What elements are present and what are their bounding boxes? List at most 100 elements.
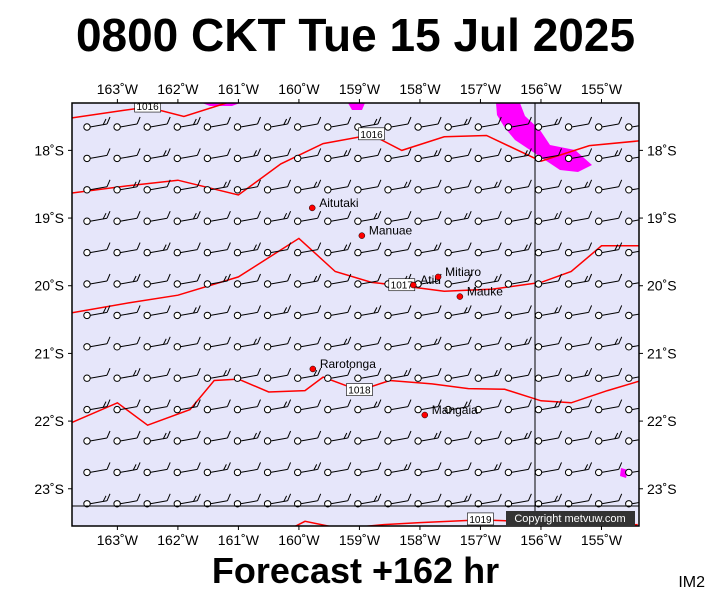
wind-barb <box>263 242 292 257</box>
wind-barb <box>143 462 171 477</box>
wind-barb <box>474 273 502 288</box>
wind-barb <box>354 242 382 257</box>
x-tick-label: 157˚W <box>460 532 502 548</box>
wind-barb <box>414 242 442 257</box>
x-tick-label: 158˚W <box>399 532 441 548</box>
wind-barb <box>595 242 623 257</box>
wind-barb <box>384 179 412 194</box>
wind-barb <box>143 242 171 257</box>
isobar-label: 1018 <box>348 386 371 397</box>
wind-barb <box>474 430 502 445</box>
island-label: Mitiaro <box>445 265 481 279</box>
wind-barb <box>203 399 231 414</box>
image-code-label: IM2 <box>678 574 705 591</box>
wind-barb <box>625 374 639 382</box>
wind-barb <box>203 368 231 382</box>
x-tick-label: 156˚W <box>520 81 562 97</box>
wind-barb <box>595 211 623 225</box>
wind-barb <box>113 368 141 382</box>
wind-barb <box>83 368 111 382</box>
wind-barb <box>564 430 593 445</box>
wind-barb <box>625 343 639 351</box>
wind-barb <box>595 116 623 131</box>
wind-barb <box>504 430 532 445</box>
wind-barb <box>113 336 141 351</box>
wind-barb <box>263 336 292 351</box>
x-tick-label: 159˚W <box>339 532 381 548</box>
wind-barb <box>324 179 352 194</box>
wind-barb <box>83 242 111 257</box>
wind-barb <box>504 305 532 320</box>
wind-barb <box>444 336 472 351</box>
wind-barb <box>354 179 382 194</box>
precipitation-area <box>348 103 365 110</box>
wind-barb <box>595 368 623 382</box>
isobar-label-box <box>358 127 385 141</box>
x-tick-label: 160˚W <box>278 81 320 97</box>
wind-barb <box>83 305 111 320</box>
wind-barb <box>294 430 322 445</box>
y-tick-label: 22˚S <box>647 413 677 429</box>
wind-barb <box>474 462 502 477</box>
wind-barb <box>384 336 412 351</box>
wind-barb <box>263 305 292 320</box>
wind-barb <box>203 462 231 477</box>
y-tick-label: 20˚S <box>34 278 64 294</box>
wind-barb <box>294 305 322 320</box>
wind-barb <box>354 336 382 351</box>
wind-barb <box>474 242 502 257</box>
wind-barb <box>83 179 111 194</box>
wind-barb <box>294 179 322 194</box>
wind-barb <box>203 116 231 131</box>
island-marker <box>456 293 464 300</box>
wind-barb <box>625 468 639 477</box>
wind-barb <box>83 116 111 131</box>
wind-barb <box>143 493 171 508</box>
wind-barb <box>625 405 639 414</box>
wind-barb <box>143 148 171 163</box>
wind-barb <box>354 399 382 414</box>
wind-barb <box>595 305 623 320</box>
wind-barb <box>173 273 201 288</box>
wind-barb <box>384 116 412 131</box>
wind-barb <box>444 211 472 225</box>
island-label: Mangaia <box>432 403 478 417</box>
x-tick-label: 155˚W <box>581 81 623 97</box>
x-tick-label: 158˚W <box>399 81 441 97</box>
wind-barb <box>414 399 442 414</box>
wind-barb <box>173 336 201 351</box>
wind-barb <box>83 399 111 414</box>
wind-barb <box>354 273 382 288</box>
forecast-label: Forecast +162 hr <box>211 550 500 591</box>
wind-barb <box>83 336 111 351</box>
wind-barb <box>173 399 201 414</box>
wind-barb <box>294 148 322 163</box>
wind-barb <box>294 368 322 382</box>
wind-barb <box>444 430 472 445</box>
wind-barb <box>474 148 502 163</box>
x-tick-label: 159˚W <box>339 81 381 97</box>
wind-barb <box>324 462 352 477</box>
isobar-label: 1017 <box>391 281 414 292</box>
wind-barb <box>203 430 231 445</box>
wind-barb <box>83 430 111 445</box>
wind-barb <box>595 430 623 445</box>
wind-barb <box>564 462 593 477</box>
wind-barb <box>474 179 502 194</box>
wind-barb <box>233 116 261 131</box>
wind-barb <box>113 211 141 225</box>
wind-barb <box>173 430 201 445</box>
wind-barb <box>564 273 593 288</box>
wind-barb <box>324 493 352 508</box>
wind-barb <box>414 336 442 351</box>
wind-barb <box>504 462 532 477</box>
wind-barb <box>263 179 292 194</box>
wind-barb <box>173 116 201 131</box>
wind-barb <box>384 493 412 508</box>
wind-barb <box>504 399 532 414</box>
wind-barb <box>414 148 442 163</box>
x-tick-label: 162˚W <box>157 532 199 548</box>
wind-barb <box>595 148 623 163</box>
wind-barb <box>113 242 141 257</box>
